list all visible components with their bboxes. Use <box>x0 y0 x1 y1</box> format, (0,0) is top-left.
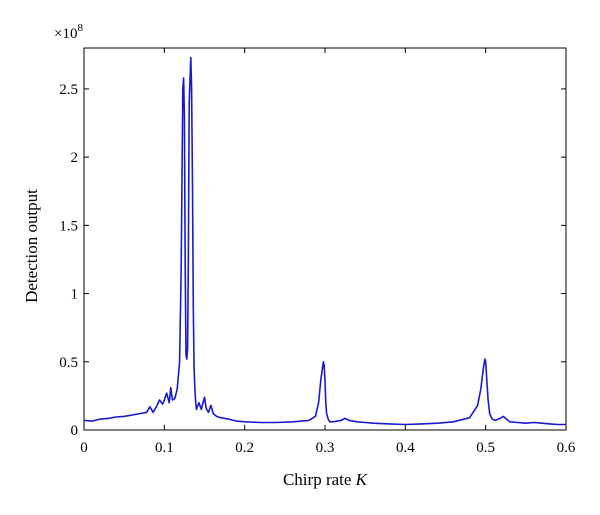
y-axis: 0 0.5 1 1.5 2 2.5 <box>59 82 566 439</box>
y-tick-label: 0 <box>71 423 79 439</box>
y-tick-label: 1.5 <box>59 218 78 234</box>
y-tick-label: 2.5 <box>59 82 78 98</box>
series-line <box>83 56 566 426</box>
x-tick-label: 0.5 <box>476 440 495 456</box>
y-tick-label: 0.5 <box>59 355 78 371</box>
x-axis-label: Chirp rate K <box>283 470 369 489</box>
x-tick-label: 0 <box>80 440 88 456</box>
x-tick-label: 0.3 <box>316 440 335 456</box>
y-tick-label: 2 <box>71 150 79 166</box>
x-tick-label: 0.6 <box>557 440 576 456</box>
y-multiplier-label: ×108 <box>54 22 83 42</box>
x-tick-label: 0.2 <box>235 440 254 456</box>
x-axis: 0 0.1 0.2 0.3 0.4 0.5 0.6 <box>80 48 576 456</box>
x-tick-label: 0.1 <box>155 440 174 456</box>
x-tick-label: 0.4 <box>396 440 415 456</box>
y-tick-label: 1 <box>71 287 79 303</box>
y-axis-label: Detection output <box>22 189 41 303</box>
series-layer <box>83 56 566 426</box>
